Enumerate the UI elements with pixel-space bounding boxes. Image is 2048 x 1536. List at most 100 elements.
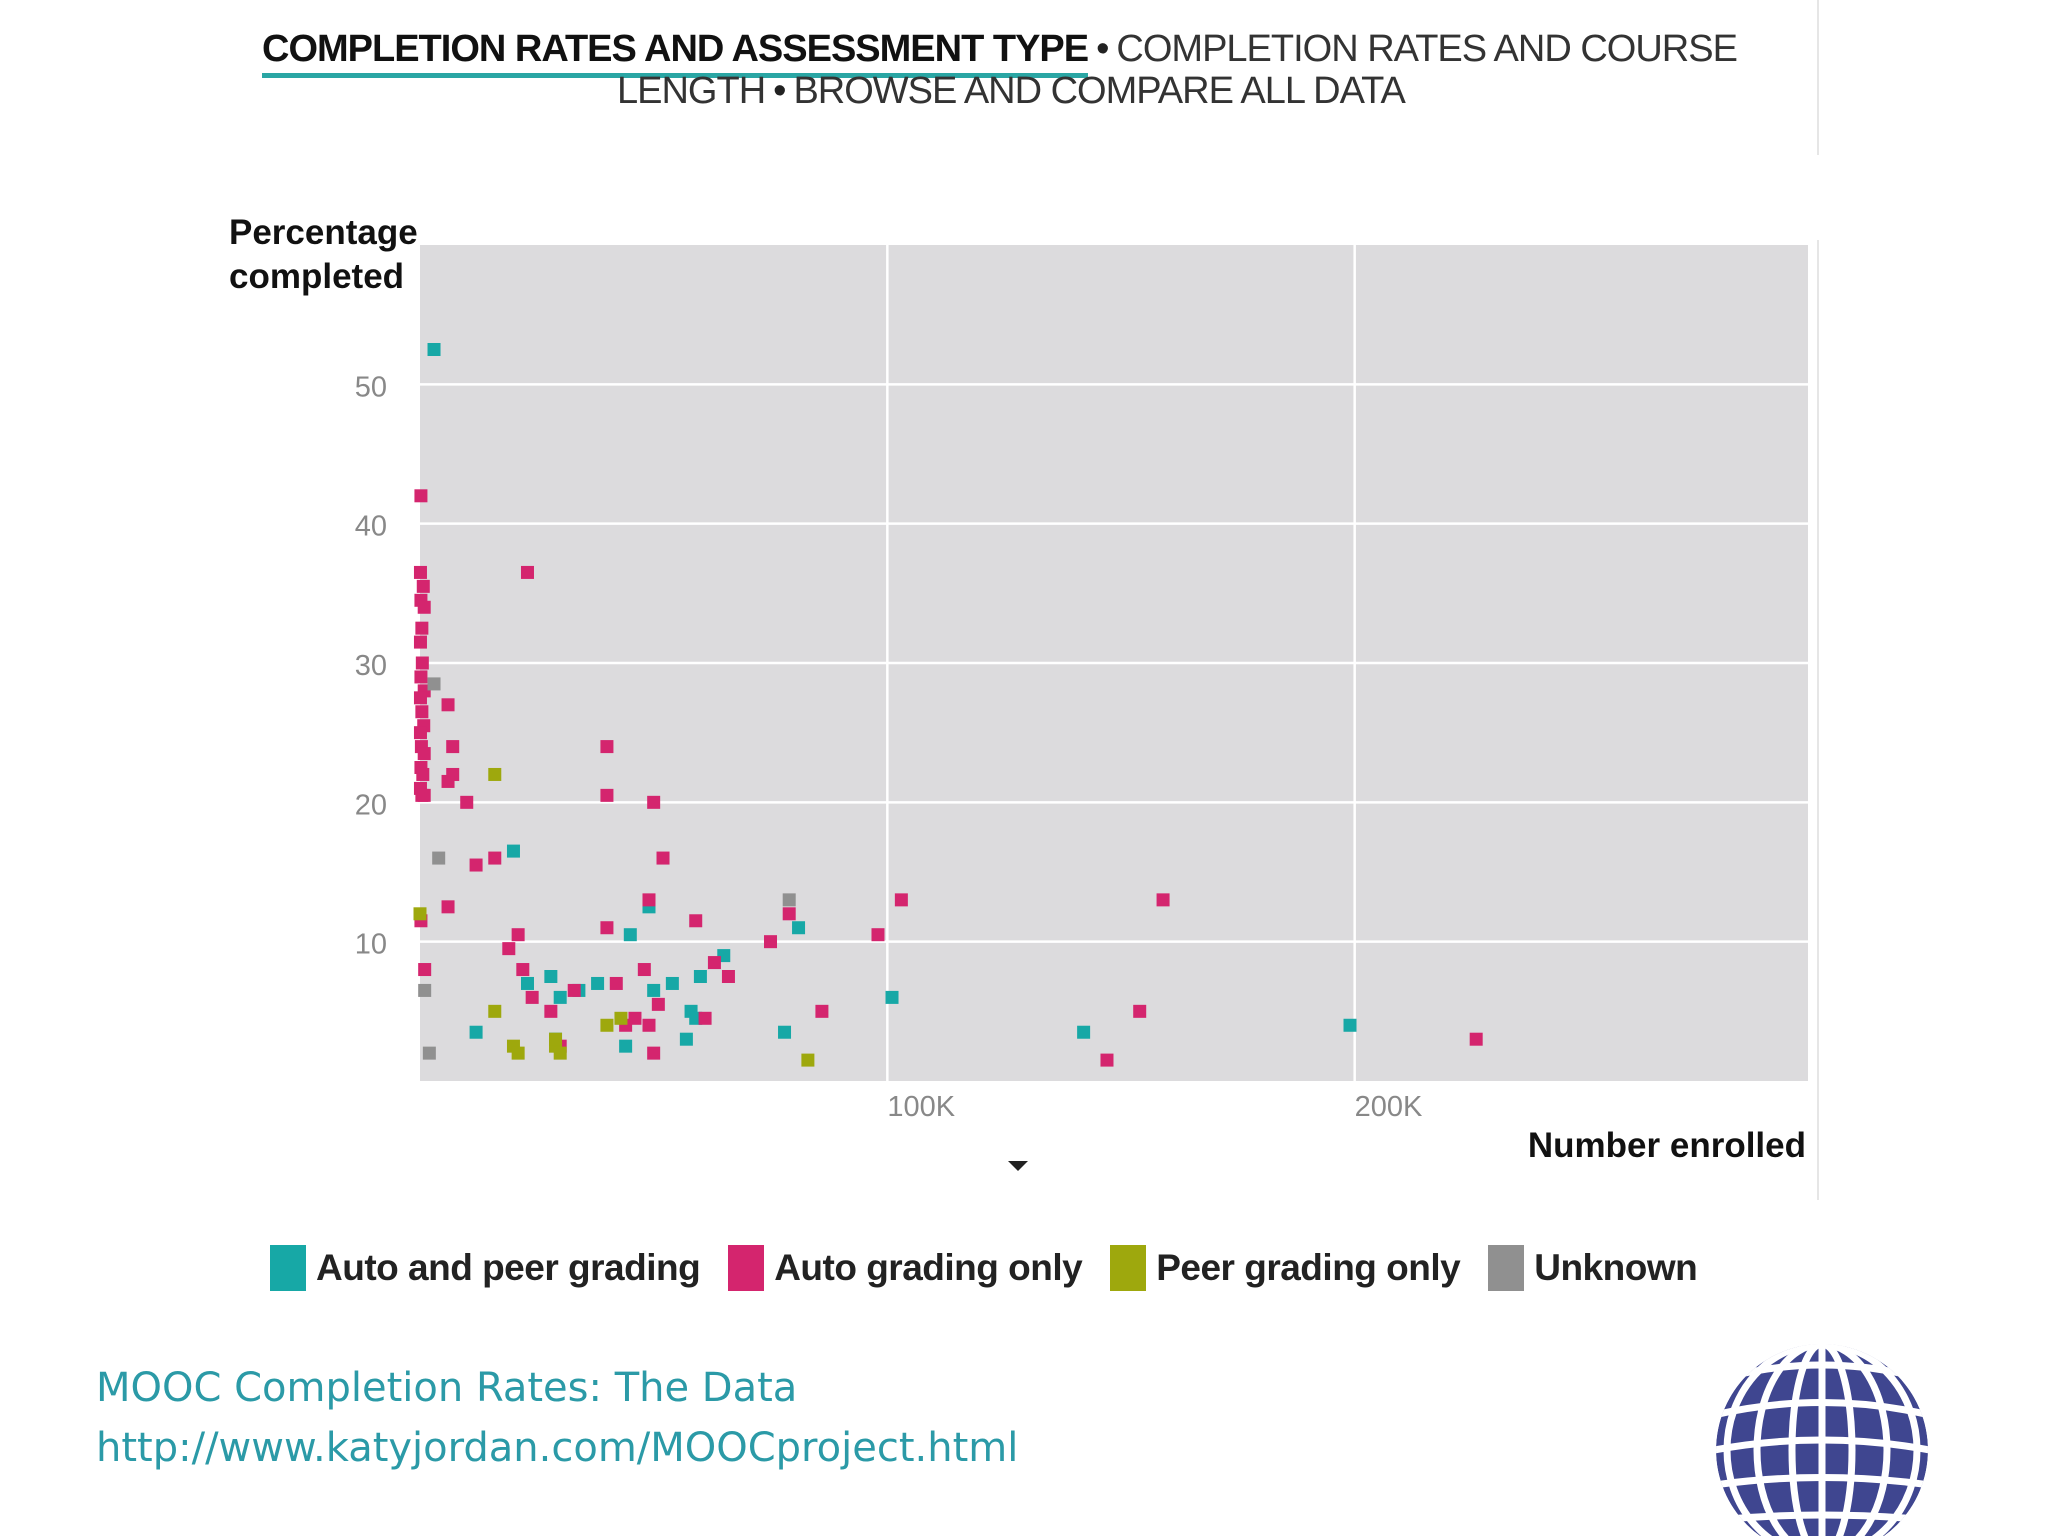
data-point-series-1[interactable] xyxy=(647,795,661,809)
data-point-series-2[interactable] xyxy=(488,767,502,781)
data-point-series-0[interactable] xyxy=(619,1039,633,1053)
data-point-series-0[interactable] xyxy=(427,343,441,356)
data-point-series-1[interactable] xyxy=(707,956,721,970)
data-point-series-1[interactable] xyxy=(418,963,432,977)
tab-completion-assessment[interactable]: COMPLETION RATES AND ASSESSMENT TYPE xyxy=(262,28,1089,78)
tab-browse-compare[interactable]: BROWSE AND COMPARE ALL DATA xyxy=(793,70,1405,112)
dropdown-caret-icon[interactable] xyxy=(1008,1161,1028,1171)
data-point-series-2[interactable] xyxy=(488,1004,502,1018)
data-point-series-0[interactable] xyxy=(623,928,637,942)
data-point-series-1[interactable] xyxy=(642,1018,656,1032)
data-point-series-1[interactable] xyxy=(567,983,581,997)
data-point-series-0[interactable] xyxy=(506,844,520,858)
data-point-series-1[interactable] xyxy=(520,565,534,579)
data-point-series-1[interactable] xyxy=(656,851,670,865)
data-point-series-0[interactable] xyxy=(792,921,806,935)
data-point-series-1[interactable] xyxy=(413,635,427,649)
data-point-series-1[interactable] xyxy=(417,788,431,802)
axis-tick-labels: 10 20 30 40 50 100K 200K xyxy=(355,371,1423,1123)
data-point-series-1[interactable] xyxy=(647,1046,661,1060)
data-point-series-1[interactable] xyxy=(417,600,431,614)
data-point-series-0[interactable] xyxy=(544,970,558,983)
data-point-series-1[interactable] xyxy=(871,928,885,942)
data-point-series-1[interactable] xyxy=(416,767,430,781)
data-point-series-3[interactable] xyxy=(782,893,796,907)
data-point-series-2[interactable] xyxy=(600,1018,614,1032)
data-point-series-1[interactable] xyxy=(516,963,530,977)
legend-swatch-peer-only xyxy=(1110,1245,1147,1291)
data-point-series-0[interactable] xyxy=(693,970,707,983)
data-point-series-0[interactable] xyxy=(591,976,605,990)
data-point-series-1[interactable] xyxy=(502,942,516,956)
legend-item-peer-only[interactable]: Peer grading only xyxy=(1110,1245,1461,1291)
data-point-series-1[interactable] xyxy=(413,565,427,579)
data-point-series-2[interactable] xyxy=(553,1046,567,1060)
data-point-series-1[interactable] xyxy=(782,907,796,921)
data-point-series-1[interactable] xyxy=(441,698,455,712)
data-point-series-1[interactable] xyxy=(413,691,427,705)
data-point-series-0[interactable] xyxy=(553,990,567,1004)
data-point-series-2[interactable] xyxy=(801,1053,815,1067)
data-point-series-0[interactable] xyxy=(1343,1018,1357,1032)
data-point-series-1[interactable] xyxy=(600,921,614,935)
data-point-series-0[interactable] xyxy=(665,976,679,990)
tab-completion-course-length[interactable]: COMPLETION RATES AND COURSE xyxy=(1116,28,1738,70)
data-point-series-1[interactable] xyxy=(642,893,656,907)
data-point-series-1[interactable] xyxy=(689,914,703,928)
data-point-series-3[interactable] xyxy=(422,1046,436,1060)
data-point-series-1[interactable] xyxy=(600,788,614,802)
legend-item-auto-peer[interactable]: Auto and peer grading xyxy=(270,1245,701,1291)
data-point-series-3[interactable] xyxy=(418,983,432,997)
data-point-series-1[interactable] xyxy=(415,656,429,670)
data-point-series-1[interactable] xyxy=(698,1011,712,1025)
data-point-series-2[interactable] xyxy=(614,1011,628,1025)
data-point-series-0[interactable] xyxy=(778,1025,792,1039)
y-tick-label: 50 xyxy=(355,371,387,403)
data-point-series-1[interactable] xyxy=(441,900,455,914)
data-point-series-1[interactable] xyxy=(446,740,460,754)
data-point-series-1[interactable] xyxy=(1100,1053,1114,1067)
data-point-series-0[interactable] xyxy=(469,1025,483,1039)
data-point-series-1[interactable] xyxy=(414,489,428,503)
data-point-series-1[interactable] xyxy=(600,740,614,754)
data-point-series-3[interactable] xyxy=(427,677,441,691)
data-point-series-1[interactable] xyxy=(1469,1032,1483,1046)
data-point-series-1[interactable] xyxy=(460,795,474,809)
data-point-series-1[interactable] xyxy=(488,851,502,865)
data-point-series-1[interactable] xyxy=(651,997,665,1011)
data-point-series-2[interactable] xyxy=(511,1046,525,1060)
data-point-series-1[interactable] xyxy=(511,928,525,942)
data-point-series-1[interactable] xyxy=(1156,893,1170,907)
data-point-series-1[interactable] xyxy=(609,976,623,990)
data-point-series-1[interactable] xyxy=(525,990,539,1004)
data-point-series-0[interactable] xyxy=(885,990,899,1004)
data-point-series-0[interactable] xyxy=(647,983,661,997)
data-point-series-1[interactable] xyxy=(815,1004,829,1018)
data-point-series-1[interactable] xyxy=(544,1004,558,1018)
data-point-series-1[interactable] xyxy=(414,670,428,684)
data-point-series-1[interactable] xyxy=(441,774,455,788)
data-point-series-1[interactable] xyxy=(1133,1004,1147,1018)
y-tick-label: 10 xyxy=(355,929,387,961)
data-point-series-1[interactable] xyxy=(469,858,483,872)
data-point-series-1[interactable] xyxy=(637,963,651,977)
data-point-series-1[interactable] xyxy=(415,705,429,719)
tab-completion-course-length-cont[interactable]: LENGTH xyxy=(617,70,766,112)
data-point-series-1[interactable] xyxy=(416,579,430,593)
data-point-series-0[interactable] xyxy=(679,1032,693,1046)
data-point-series-2[interactable] xyxy=(549,1032,563,1046)
caption-url[interactable]: http://www.katyjordan.com/MOOCproject.ht… xyxy=(96,1425,1019,1471)
data-point-series-1[interactable] xyxy=(417,747,431,761)
data-point-series-1[interactable] xyxy=(413,726,427,740)
data-point-series-3[interactable] xyxy=(432,851,446,865)
legend-item-auto-only[interactable]: Auto grading only xyxy=(728,1245,1083,1291)
data-point-series-0[interactable] xyxy=(1077,1025,1091,1039)
data-point-series-1[interactable] xyxy=(721,970,735,983)
data-point-series-0[interactable] xyxy=(520,976,534,990)
data-point-series-1[interactable] xyxy=(894,893,908,907)
data-point-series-1[interactable] xyxy=(764,935,778,949)
y-tick-label: 20 xyxy=(355,789,387,821)
data-point-series-1[interactable] xyxy=(415,621,429,635)
legend-item-unknown[interactable]: Unknown xyxy=(1488,1245,1698,1291)
data-point-series-2[interactable] xyxy=(413,907,427,921)
